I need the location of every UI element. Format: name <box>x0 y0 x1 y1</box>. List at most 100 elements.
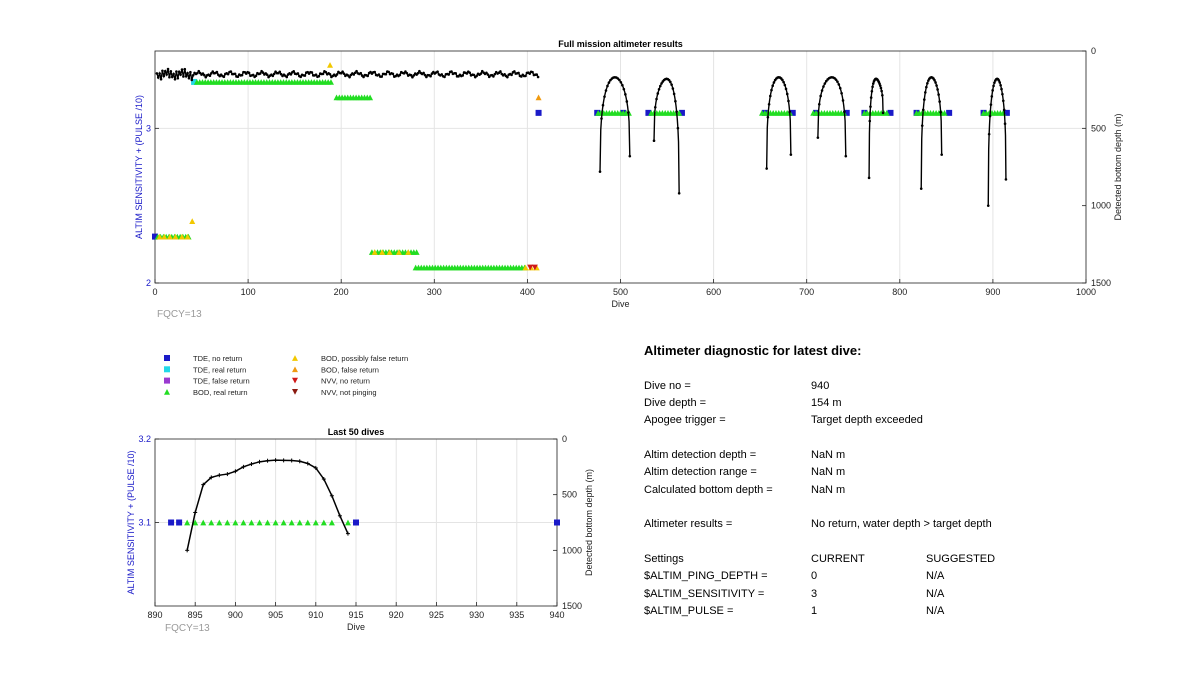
tde-no-return-marker <box>887 109 894 116</box>
legend-label-tde-no-return: TDE, no return <box>193 354 242 363</box>
x-tick-label: 300 <box>427 287 442 297</box>
x-tick-label: 1000 <box>1076 287 1096 297</box>
setting-pulse-current: 1 <box>811 605 818 617</box>
bottom-depth-point <box>468 71 471 74</box>
bottom-depth-point <box>485 71 488 75</box>
bottom-depth-point <box>618 78 621 82</box>
setting-ping-depth-suggested: N/A <box>926 570 945 582</box>
bottom-depth-point <box>380 75 383 78</box>
bottom-depth-point <box>324 70 328 74</box>
legend-marker-nvv-not-pinging <box>292 389 298 395</box>
y-right-tick-label: 500 <box>562 490 577 500</box>
bottom-depth-point <box>405 71 409 75</box>
bottom-depth-point <box>182 75 185 78</box>
tde-no-return-marker <box>554 519 560 526</box>
bottom-depth-point <box>772 81 776 84</box>
bottom-depth-point <box>423 73 427 77</box>
bod-possibly-false-return-marker <box>379 249 386 255</box>
settings-header-suggested: SUGGESTED <box>926 553 996 565</box>
bod-real-return-marker <box>256 519 263 526</box>
bottom-depth-point <box>934 81 937 84</box>
altimeter-results-value: No return, water depth > target depth <box>811 518 992 530</box>
bottom-depth-point <box>517 71 520 75</box>
bottom-depth-point <box>472 73 476 77</box>
bottom-depth-point <box>771 84 775 88</box>
bottom-depth-point <box>447 73 451 76</box>
nvv-no-return-marker <box>527 264 534 271</box>
bottom-depth-point <box>625 100 629 103</box>
bottom-depth-point <box>1001 99 1005 103</box>
bottom-depth-point <box>986 204 990 207</box>
x-tick-label: 100 <box>241 287 256 297</box>
tde-no-return-marker <box>678 109 685 116</box>
bottom-depth-point <box>926 81 929 85</box>
bottom-depth-point <box>819 94 822 98</box>
bottom-depth-point <box>210 72 213 75</box>
bottom-depth-point <box>296 72 300 75</box>
bottom-depth-point <box>176 76 180 80</box>
bottom-depth-point <box>606 84 609 88</box>
fqcy-note: FQCY=13 <box>165 623 210 634</box>
bottom-depth-point <box>366 74 370 78</box>
bottom-depth-point <box>229 70 233 73</box>
setting-sensitivity-current: 3 <box>811 588 818 600</box>
tde-no-return-marker <box>946 109 953 116</box>
legend-label-tde-false-return: TDE, false return <box>193 377 250 386</box>
bottom-depth-point <box>881 111 885 115</box>
bottom-depth-point <box>493 72 497 76</box>
bottom-depth-point <box>165 73 168 76</box>
bottom-depth-point <box>254 74 258 78</box>
bottom-depth-point <box>878 82 881 85</box>
bod-real-return-marker <box>327 79 334 85</box>
bottom-depth-point <box>675 110 678 113</box>
bottom-depth-point <box>933 78 936 82</box>
bottom-depth-point <box>513 70 516 73</box>
bottom-depth-point <box>208 74 212 77</box>
x-tick-label: 500 <box>613 287 628 297</box>
tde-no-return-marker <box>152 233 158 240</box>
bottom-depth-point <box>987 132 991 136</box>
legend-marker-nvv-no-return <box>292 377 298 384</box>
x-tick-label: 0 <box>152 287 157 297</box>
bottom-depth-point <box>362 75 365 79</box>
tde-no-return-marker <box>645 109 652 116</box>
y-right-tick-label: 1500 <box>562 601 582 611</box>
setting-ping-depth-label: $ALTIM_PING_DEPTH = <box>644 570 768 582</box>
legend-label-bod-possibly-false-return: BOD, possibly false return <box>321 354 408 363</box>
bottom-depth-point <box>598 170 602 173</box>
bottom-depth-point <box>871 82 875 85</box>
bod-real-return-marker <box>883 110 890 116</box>
bottom-depth-point <box>992 84 995 88</box>
calculated-bottom-depth-value: NaN m <box>811 484 846 496</box>
x-tick-label: 700 <box>799 287 814 297</box>
bottom-depth-point <box>341 70 344 73</box>
bottom-depth-point <box>285 75 289 79</box>
legend-marker-bod-false-return <box>292 366 298 373</box>
bottom-depth-point <box>822 85 825 88</box>
bottom-depth-point <box>528 72 532 75</box>
bottom-depth-point <box>660 82 663 85</box>
bottom-depth-point <box>158 72 161 75</box>
bottom-depth-point <box>161 69 164 73</box>
bottom-depth-point <box>879 86 883 90</box>
bottom-depth-point <box>788 110 791 113</box>
y-left-tick-label: 3.1 <box>138 518 151 528</box>
bottom-depth-point <box>169 69 173 73</box>
bottom-depth-point <box>314 73 318 77</box>
bottom-depth-point <box>787 99 790 103</box>
tde-no-return-marker <box>168 519 175 526</box>
setting-ping-depth-current: 0 <box>811 570 818 582</box>
bottom-depth-point <box>784 87 788 91</box>
bottom-depth-point <box>997 79 1001 82</box>
bottom-depth-point <box>603 95 606 98</box>
bottom-depth-point <box>184 74 188 78</box>
bottom-depth-point <box>425 75 428 79</box>
bottom-depth-point <box>871 85 874 89</box>
bottom-depth-point <box>422 71 425 75</box>
bottom-depth-point <box>628 154 632 158</box>
bottom-depth-point <box>342 72 346 75</box>
full-mission-chart: 0 100 200 300 400 500 600 700 800 900 1000 2 3 0 500 10… <box>134 39 1123 320</box>
chart-title: Last 50 dives <box>328 427 385 437</box>
bottom-depth-point <box>838 86 842 90</box>
bottom-depth-point <box>292 69 296 73</box>
